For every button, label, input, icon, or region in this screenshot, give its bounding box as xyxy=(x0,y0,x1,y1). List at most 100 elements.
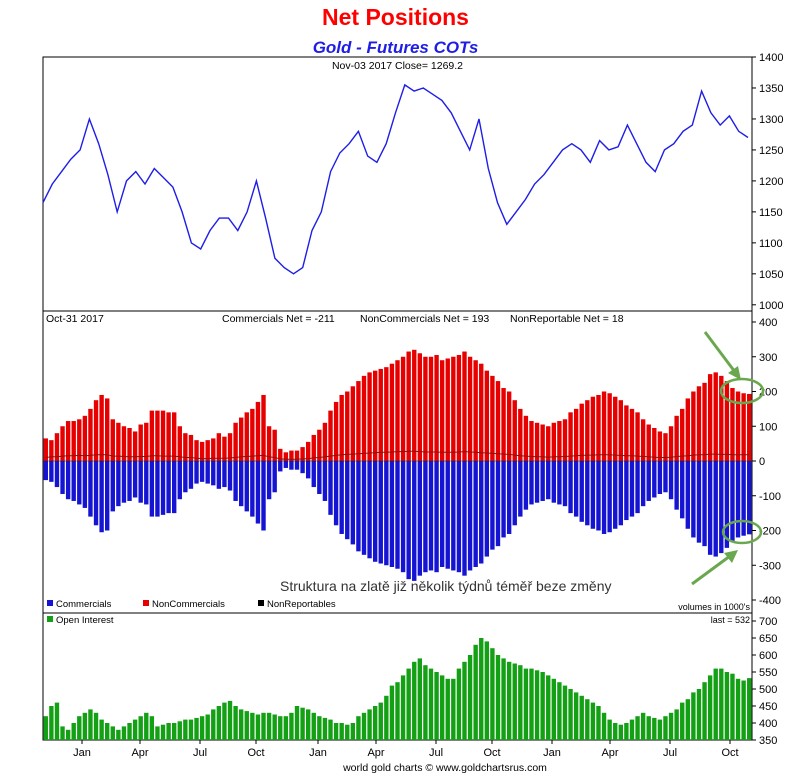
open-interest-bar xyxy=(272,714,277,740)
open-interest-bar xyxy=(155,726,160,740)
cot-axis-tick-label: 100 xyxy=(759,421,777,433)
commercials-bar xyxy=(629,461,635,517)
commercials-bar xyxy=(345,461,350,540)
oi-axis-tick-label: 450 xyxy=(759,701,777,713)
commercials-bar xyxy=(529,461,534,505)
open-interest-bar xyxy=(400,675,406,740)
noncommercials-bar xyxy=(328,410,333,461)
open-interest-bar xyxy=(747,678,752,740)
commercials-bar xyxy=(546,461,551,500)
noncommercials-bar xyxy=(512,400,517,461)
x-tick-label: Apr xyxy=(131,747,148,759)
oi-last-label: last = 532 xyxy=(711,615,750,625)
commercials-bar xyxy=(691,461,696,538)
price-line xyxy=(42,83,749,275)
noncommercials-bar xyxy=(88,408,93,461)
noncommercials-bar xyxy=(183,433,188,461)
open-interest-bar xyxy=(345,724,350,740)
open-interest-bar xyxy=(730,673,735,740)
open-interest-bar xyxy=(568,689,573,740)
commercials-bar xyxy=(384,461,389,566)
noncommercials-bar xyxy=(613,396,618,461)
noncommercials-bar xyxy=(149,410,155,461)
noncommercials-bar xyxy=(540,424,545,461)
cot-axis-tick-label: -300 xyxy=(759,560,781,572)
noncommercials-bar xyxy=(110,419,115,461)
noncommercials-bar xyxy=(506,391,512,461)
x-tick-label: Oct xyxy=(247,747,264,759)
open-interest-bar xyxy=(467,655,473,740)
commercials-bar xyxy=(166,461,171,514)
commercials-bar xyxy=(116,461,121,507)
open-interest-bar xyxy=(529,668,534,740)
commercials-bar xyxy=(82,461,88,508)
commercials-bar xyxy=(43,461,48,481)
commercials-bar xyxy=(266,461,272,500)
open-interest-bar xyxy=(557,682,562,740)
annotation-text: Struktura na zlatě již několik týdnů tém… xyxy=(280,578,612,594)
commercials-bar xyxy=(283,461,289,468)
noncommercials-bar xyxy=(691,391,696,461)
oi-axis-tick-label: 650 xyxy=(759,633,777,645)
commercials-bar xyxy=(205,461,210,484)
open-interest-bar xyxy=(322,717,328,740)
commercials-bar xyxy=(99,461,104,533)
commercials-bar xyxy=(590,461,596,529)
noncommercials-bar xyxy=(412,349,417,461)
commercials-bar xyxy=(624,461,629,521)
open-interest-bar xyxy=(138,716,143,740)
noncommercials-bar xyxy=(562,419,568,461)
noncommercials-bar xyxy=(590,396,596,461)
annotation-arrowhead xyxy=(728,366,741,380)
commercials-bar xyxy=(244,461,249,512)
x-tick-label: Jul xyxy=(429,747,443,759)
noncommercials-bar xyxy=(294,450,300,461)
legend-swatch xyxy=(47,616,53,622)
noncommercials-bar xyxy=(60,426,65,461)
commercials-bar xyxy=(523,461,529,510)
commercials-bar xyxy=(557,461,562,505)
open-interest-bar xyxy=(540,672,545,740)
commercials-bar xyxy=(238,461,244,507)
open-interest-bar xyxy=(624,723,629,740)
open-interest-bar xyxy=(534,670,540,740)
commercials-bar xyxy=(88,461,93,517)
commercials-bar xyxy=(144,461,149,505)
noncommercials-bar xyxy=(568,412,573,461)
x-tick-label: Jan xyxy=(309,747,327,759)
cot-axis-tick-label: 300 xyxy=(759,352,777,364)
noncommercials-bar xyxy=(43,438,48,461)
open-interest-bar xyxy=(607,719,612,740)
price-axis-tick-label: 1300 xyxy=(759,114,783,126)
commercials-bar xyxy=(250,461,255,517)
commercials-bar xyxy=(741,461,746,536)
commercials-bar xyxy=(439,461,445,567)
noncommercials-bar xyxy=(685,398,690,461)
commercials-bar xyxy=(607,461,612,533)
commercials-bar xyxy=(216,461,222,489)
open-interest-bar xyxy=(82,712,88,740)
cot-axis-tick-label: -400 xyxy=(759,595,781,607)
cot-net-label: NonCommercials Net = 193 xyxy=(360,313,489,325)
noncommercials-bar xyxy=(523,415,529,461)
open-interest-bar xyxy=(372,706,378,740)
noncommercials-bar xyxy=(702,382,707,461)
commercials-bar xyxy=(652,461,657,498)
commercials-bar xyxy=(305,461,311,479)
noncommercials-bar xyxy=(719,375,724,461)
open-interest-bar xyxy=(640,712,646,740)
chart-title: Net Positions xyxy=(322,4,469,30)
open-interest-bar xyxy=(417,658,423,740)
commercials-bar xyxy=(445,461,450,569)
noncommercials-bar xyxy=(211,438,216,461)
commercials-bar xyxy=(60,461,65,495)
nonreportables-line xyxy=(45,450,750,460)
open-interest-bar xyxy=(585,699,590,740)
open-interest-bar xyxy=(317,716,322,740)
open-interest-bar xyxy=(71,723,76,740)
open-interest-bar xyxy=(456,668,462,740)
commercials-bar xyxy=(518,461,523,517)
open-interest-bar xyxy=(657,719,663,740)
commercials-bar xyxy=(227,461,233,491)
commercials-bar xyxy=(601,461,607,534)
